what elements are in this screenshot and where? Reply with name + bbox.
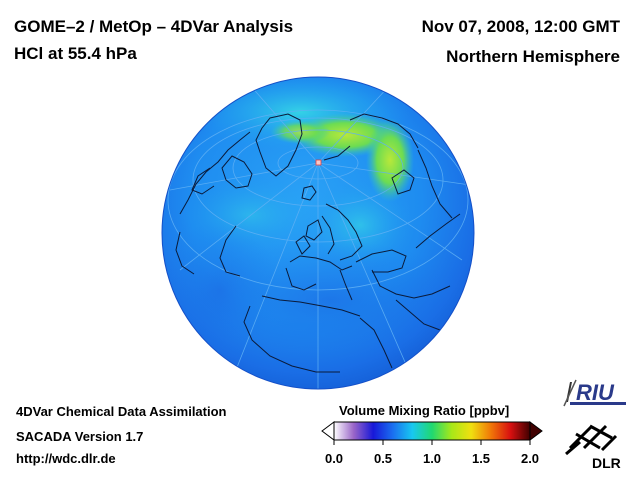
hcl-field	[162, 77, 470, 360]
colorbar-high-arrow	[529, 421, 543, 441]
colorbar-tick-label: 0.5	[373, 451, 393, 466]
graticule	[167, 84, 471, 389]
dlr-logo: DLR	[565, 424, 621, 471]
colorbar-tick-label: 2.0	[520, 451, 540, 466]
map-subtitle: HCl at 55.4 hPa	[14, 44, 137, 63]
colorbar-gradient	[333, 421, 531, 441]
region-label: Northern Hemisphere	[446, 47, 620, 66]
footer-url[interactable]: http://wdc.dlr.de	[16, 451, 116, 466]
svg-text:DLR: DLR	[592, 455, 621, 471]
riu-logo: RIU	[563, 379, 626, 407]
footer-version: SACADA Version 1.7	[16, 429, 144, 444]
globe-outline	[161, 76, 475, 390]
colorbar-tick-label: 1.5	[471, 451, 491, 466]
coastlines	[175, 113, 461, 373]
date-label: Nov 07, 2008, 12:00 GMT	[421, 17, 620, 36]
colorbar-tick-label: 0.0	[324, 451, 344, 466]
colorbar-tick-label: 1.0	[422, 451, 442, 466]
pole-marker	[315, 159, 322, 166]
footer-assimilation: 4DVar Chemical Data Assimilation	[16, 404, 227, 419]
svg-text:RIU: RIU	[576, 380, 615, 405]
colorbar-title: Volume Mixing Ratio [ppbv]	[339, 403, 510, 418]
map-title: GOME–2 / MetOp – 4DVar Analysis	[14, 17, 294, 36]
colorbar-low-arrow	[321, 421, 335, 441]
globe-map	[161, 76, 475, 390]
